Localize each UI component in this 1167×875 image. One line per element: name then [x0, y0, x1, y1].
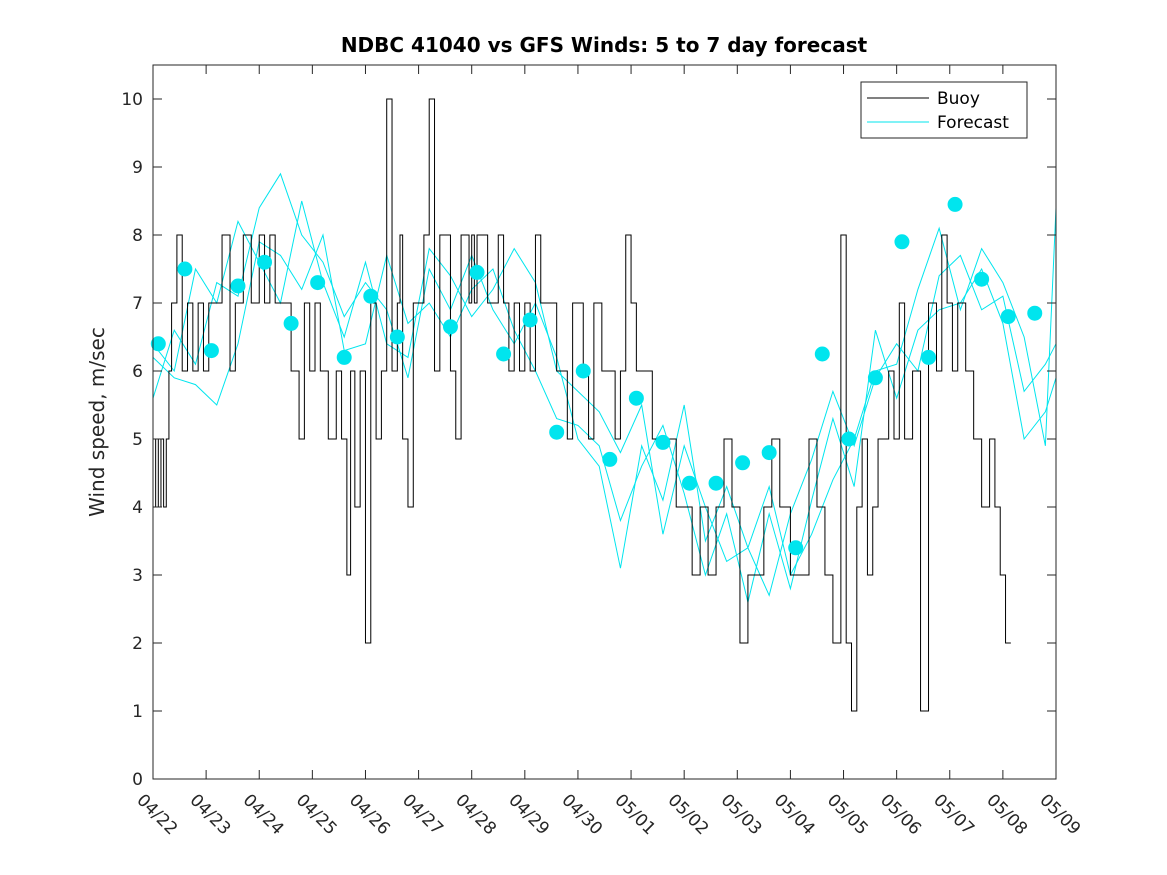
- axes-box: [152, 64, 1057, 780]
- y-tick-label: 2: [132, 634, 143, 654]
- x-tick-label: 04/24: [239, 790, 288, 839]
- forecast-marker: [549, 424, 565, 440]
- x-tick-label: 04/26: [345, 790, 394, 839]
- x-tick-label: 05/09: [1035, 790, 1084, 839]
- forecast-marker: [761, 445, 777, 461]
- y-tick-label: 4: [132, 498, 143, 518]
- y-tick-label: 3: [132, 566, 143, 586]
- y-tick-label: 6: [132, 362, 143, 382]
- y-tick-label: 0: [132, 770, 143, 790]
- forecast-marker: [496, 346, 512, 362]
- forecast-marker: [974, 271, 990, 287]
- x-tick-label: 04/23: [186, 790, 235, 839]
- x-tick-label: 04/27: [398, 790, 447, 839]
- x-tick-label: 04/30: [557, 790, 606, 839]
- forecast-marker: [177, 261, 193, 277]
- x-tick-label: 05/07: [929, 790, 978, 839]
- x-tick-label: 05/06: [876, 790, 925, 839]
- forecast-marker: [389, 329, 405, 345]
- forecast-marker: [655, 434, 671, 450]
- legend-label-forecast: Forecast: [937, 113, 1009, 133]
- legend-label-buoy: Buoy: [937, 89, 980, 109]
- forecast-series-line-3: [152, 233, 1057, 603]
- x-tick-label: 05/01: [611, 790, 660, 839]
- forecast-marker: [203, 343, 219, 359]
- forecast-marker: [1000, 309, 1016, 325]
- forecast-series-line-2: [152, 172, 1057, 597]
- forecast-marker: [575, 363, 591, 379]
- chart-title: NDBC 41040 vs GFS Winds: 5 to 7 day fore…: [341, 33, 868, 57]
- forecast-marker: [708, 475, 724, 491]
- forecast-marker: [814, 346, 830, 362]
- forecast-marker: [788, 540, 804, 556]
- forecast-marker: [257, 254, 273, 270]
- y-tick-label: 5: [132, 430, 143, 450]
- forecast-marker: [602, 451, 618, 467]
- forecast-series-line-1: [152, 200, 1057, 577]
- forecast-marker: [894, 234, 910, 250]
- buoy-series-line: [153, 98, 1011, 712]
- forecast-marker: [230, 278, 246, 294]
- x-tick-label: 04/25: [292, 790, 341, 839]
- y-tick-label: 1: [132, 702, 143, 722]
- forecast-marker: [841, 431, 857, 447]
- forecast-marker: [947, 196, 963, 212]
- forecast-marker: [735, 455, 751, 471]
- y-axis: 0 1 2 3 4 5 6 7 8 9 10: [121, 90, 1056, 790]
- x-tick-label: 04/28: [451, 790, 500, 839]
- x-tick-label: 04/29: [504, 790, 553, 839]
- forecast-marker: [336, 349, 352, 365]
- forecast-marker: [150, 336, 166, 352]
- series-layer: [150, 98, 1057, 712]
- forecast-marker: [867, 370, 883, 386]
- y-tick-label: 10: [121, 90, 143, 110]
- x-tick-label: 05/04: [770, 790, 819, 839]
- forecast-marker: [1027, 305, 1043, 321]
- legend-box: [860, 81, 1028, 139]
- x-tick-label: 05/08: [982, 790, 1031, 839]
- forecast-marker: [628, 390, 644, 406]
- x-tick-label: 05/02: [664, 790, 713, 839]
- x-tick-label: 05/03: [717, 790, 766, 839]
- legend: Buoy Forecast: [860, 81, 1028, 139]
- forecast-marker: [363, 288, 379, 304]
- forecast-marker: [442, 319, 458, 335]
- forecast-marker: [681, 475, 697, 491]
- x-tick-label: 04/22: [132, 790, 181, 839]
- y-tick-label: 9: [132, 158, 143, 178]
- y-tick-label: 8: [132, 226, 143, 246]
- forecast-marker: [310, 275, 326, 291]
- y-axis-label: Wind speed, m/sec: [85, 327, 109, 517]
- forecast-marker: [469, 264, 485, 280]
- forecast-marker: [522, 312, 538, 328]
- forecast-marker: [921, 349, 937, 365]
- y-tick-label: 7: [132, 294, 143, 314]
- forecast-marker: [283, 315, 299, 331]
- x-tick-label: 05/05: [823, 790, 872, 839]
